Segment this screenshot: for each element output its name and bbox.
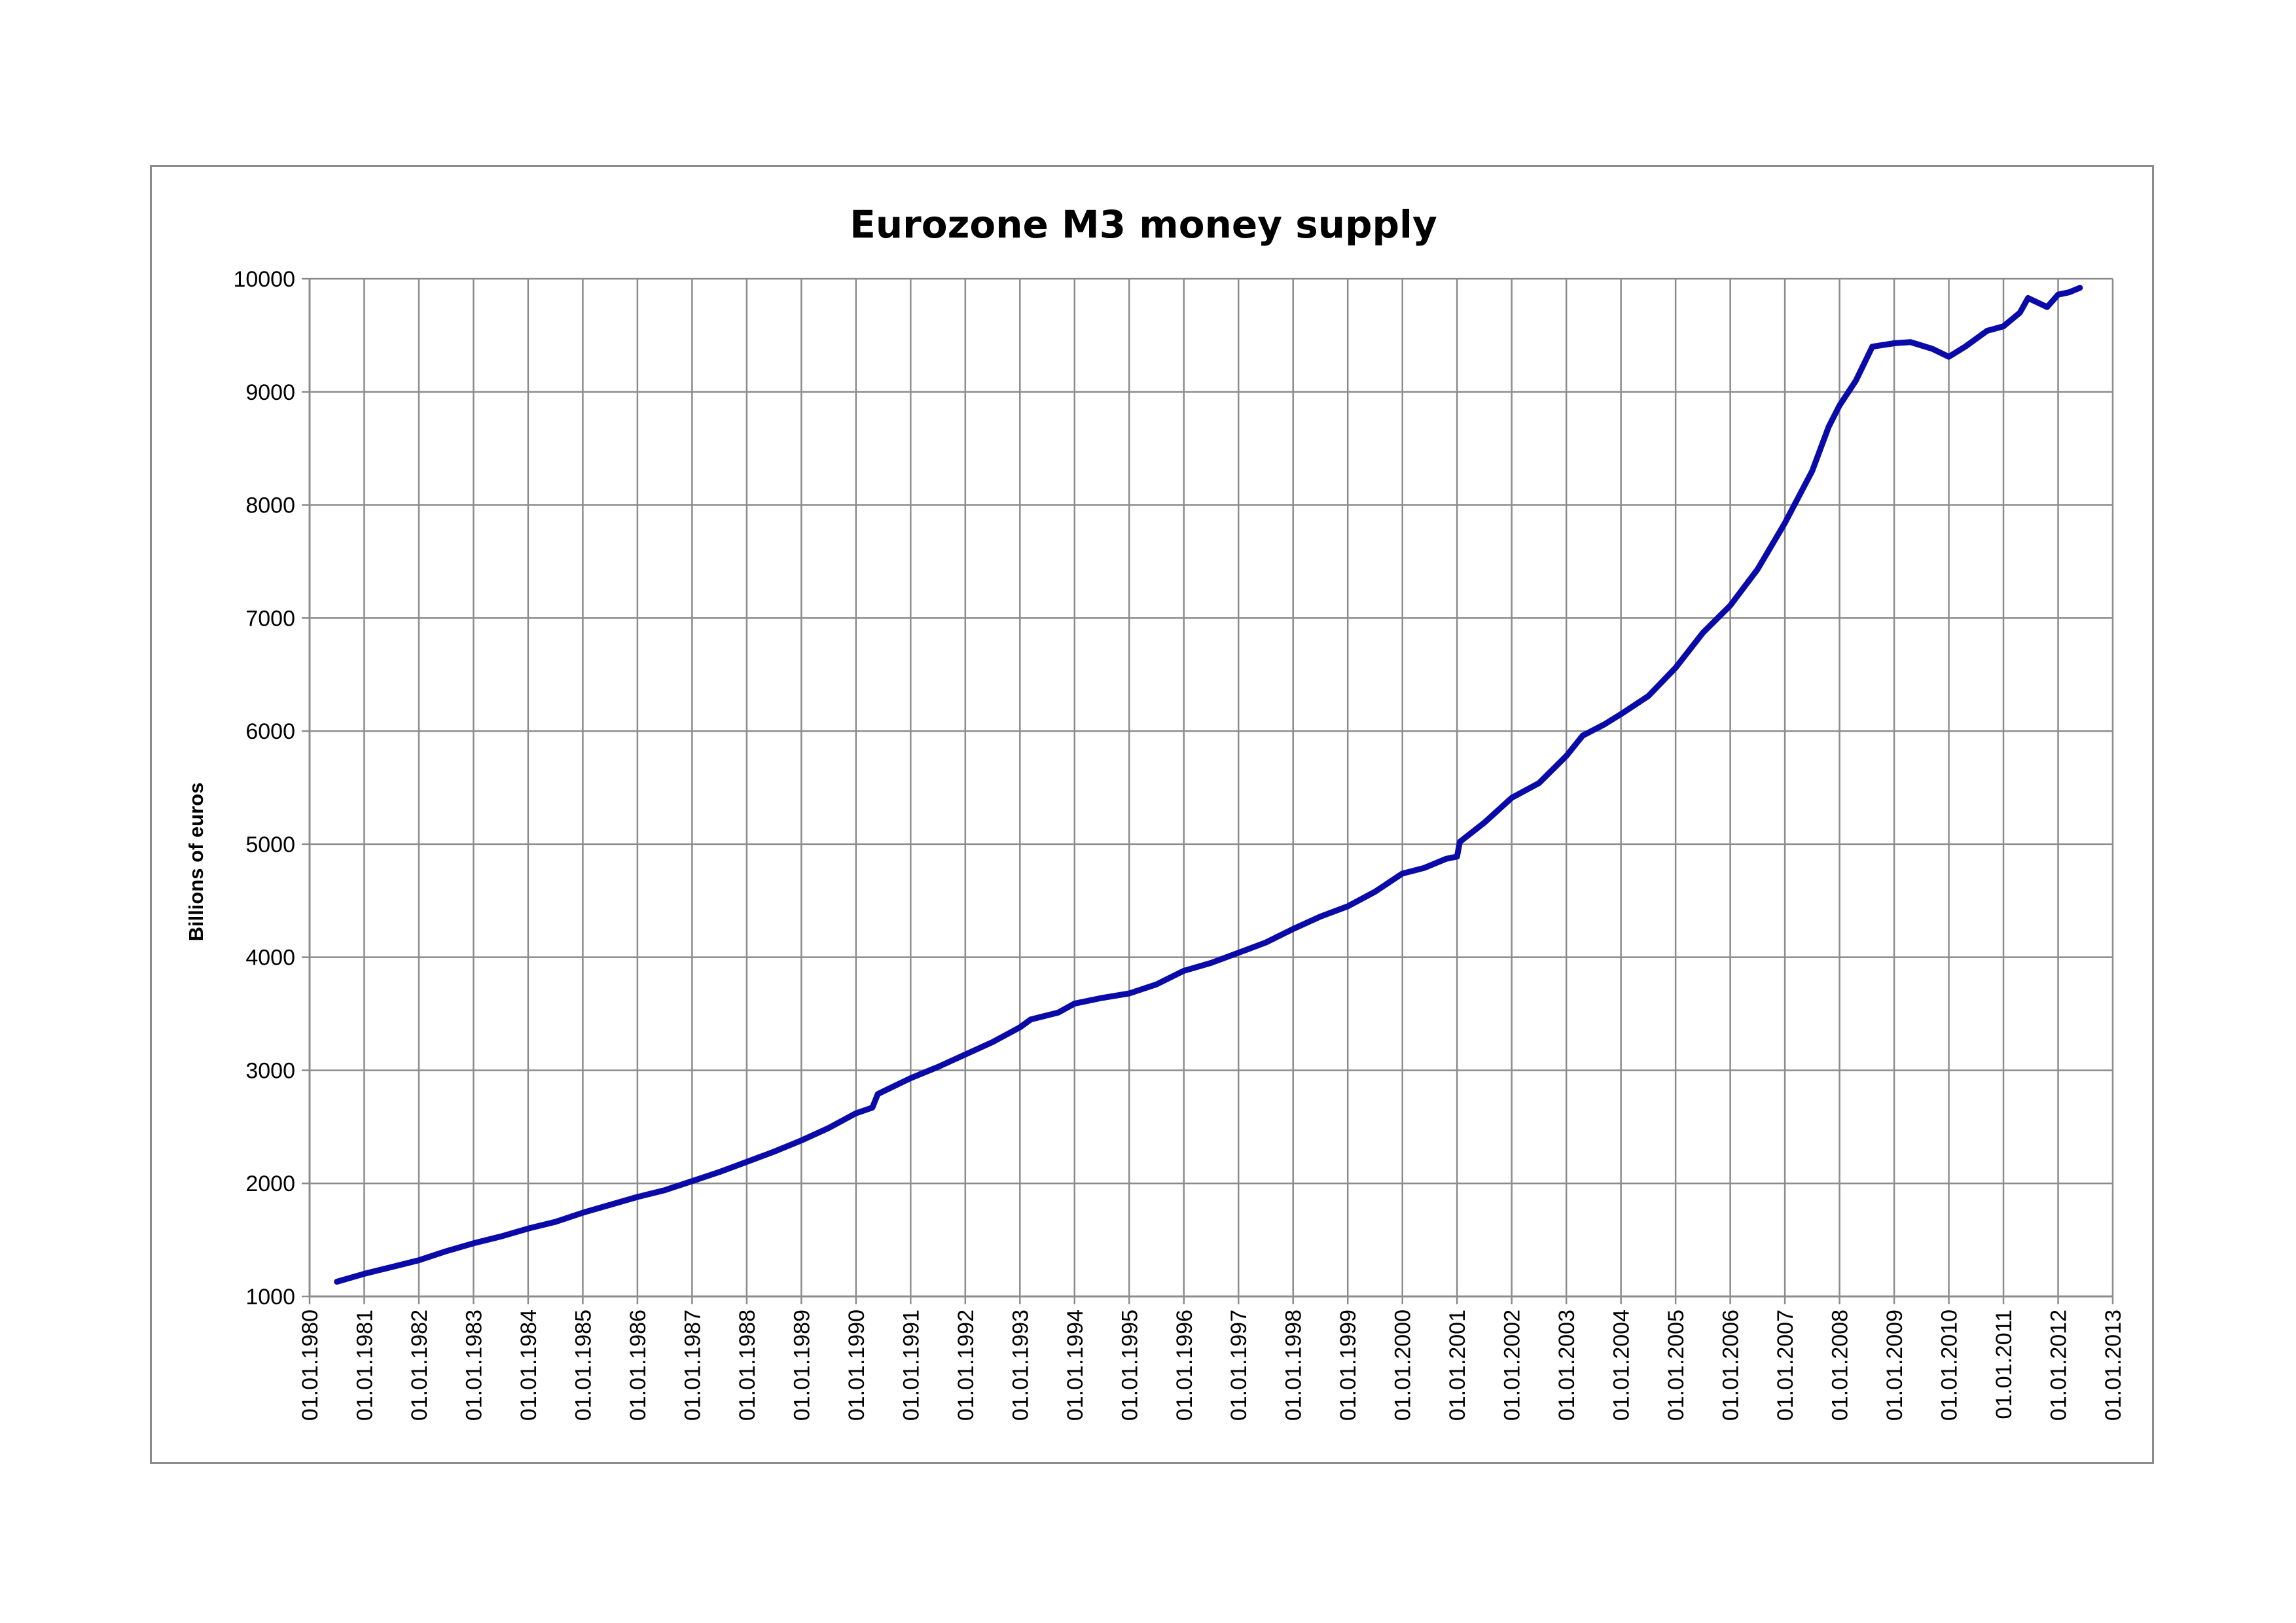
x-tick-labels: 01.01.1980 01.01.1981 01.01.1982 01.01.1983… xyxy=(298,1310,2126,1421)
y-tick-label: 7000 xyxy=(245,606,295,631)
x-tick-label: 01.01.1984 xyxy=(516,1310,541,1421)
x-tick-label: 01.01.1994 xyxy=(1063,1310,1088,1421)
x-tick-label: 01.01.2002 xyxy=(1500,1310,1525,1421)
x-tick-label: 01.01.1983 xyxy=(461,1310,486,1421)
x-tick-label: 01.01.1998 xyxy=(1282,1310,1306,1421)
y-tick-label: 6000 xyxy=(245,719,295,744)
x-tick-label: 01.01.1996 xyxy=(1172,1310,1197,1421)
x-tick-label: 01.01.1991 xyxy=(899,1310,924,1421)
x-tick-label: 01.01.1982 xyxy=(407,1310,432,1421)
y-tick-label: 8000 xyxy=(245,493,295,518)
x-tick-label: 01.01.2005 xyxy=(1664,1310,1689,1421)
y-tick-label: 9000 xyxy=(245,380,295,405)
x-tick-label: 01.01.1980 xyxy=(298,1310,323,1421)
x-tick-label: 01.01.2003 xyxy=(1554,1310,1579,1421)
gridlines xyxy=(308,277,2114,1298)
y-tick-label: 10000 xyxy=(233,267,295,292)
x-tick-label: 01.01.1985 xyxy=(571,1310,596,1421)
x-tick-label: 01.01.1987 xyxy=(680,1310,705,1421)
x-tick-label: 01.01.1992 xyxy=(954,1310,978,1421)
series-line xyxy=(334,285,2083,1285)
x-tick-label: 01.01.1993 xyxy=(1008,1310,1033,1421)
y-tick-label: 2000 xyxy=(245,1171,295,1196)
chart-frame: Eurozone M3 money supply Billions of eur… xyxy=(150,165,2154,1464)
y-tick-label: 4000 xyxy=(245,946,295,971)
y-tick-label: 5000 xyxy=(245,832,295,857)
y-axis-label: Billions of euros xyxy=(185,783,207,942)
x-tick-label: 01.01.1995 xyxy=(1117,1310,1142,1421)
x-tick-label: 01.01.1986 xyxy=(626,1310,651,1421)
y-tick-label: 3000 xyxy=(245,1058,295,1083)
x-tick-label: 01.01.2008 xyxy=(1828,1310,1853,1421)
x-tick-label: 01.01.2000 xyxy=(1391,1310,1416,1421)
x-tick-label: 01.01.1988 xyxy=(735,1310,760,1421)
x-tick-label: 01.01.2010 xyxy=(1937,1310,1962,1421)
x-tick-label: 01.01.1989 xyxy=(789,1310,814,1421)
x-tick-label: 01.01.1990 xyxy=(844,1310,869,1421)
chart-title: Eurozone M3 money supply xyxy=(850,202,1437,247)
x-tick-label: 01.01.2001 xyxy=(1445,1310,1470,1421)
y-tick-labels: 1000 2000 3000 4000 5000 6000 7000 8000 9000 1000… xyxy=(233,267,295,1310)
x-tick-label: 01.01.2007 xyxy=(1773,1310,1798,1421)
x-tick-label: 01.01.1999 xyxy=(1336,1310,1361,1421)
x-tick-label: 01.01.2011 xyxy=(1992,1310,2017,1419)
line-chart: Eurozone M3 money supply Billions of eur… xyxy=(185,202,2126,1421)
x-tick-label: 01.01.2004 xyxy=(1609,1310,1634,1421)
x-tick-label: 01.01.1981 xyxy=(352,1310,377,1421)
axes xyxy=(302,277,2114,1304)
x-tick-label: 01.01.1997 xyxy=(1227,1310,1251,1421)
x-tick-label: 01.01.2009 xyxy=(1882,1310,1907,1421)
series-layer xyxy=(334,285,2083,1285)
y-tick-label: 1000 xyxy=(245,1285,295,1310)
x-tick-label: 01.01.2006 xyxy=(1719,1310,1744,1421)
x-tick-label: 01.01.2012 xyxy=(2047,1310,2072,1421)
x-tick-label: 01.01.2013 xyxy=(2101,1310,2126,1421)
